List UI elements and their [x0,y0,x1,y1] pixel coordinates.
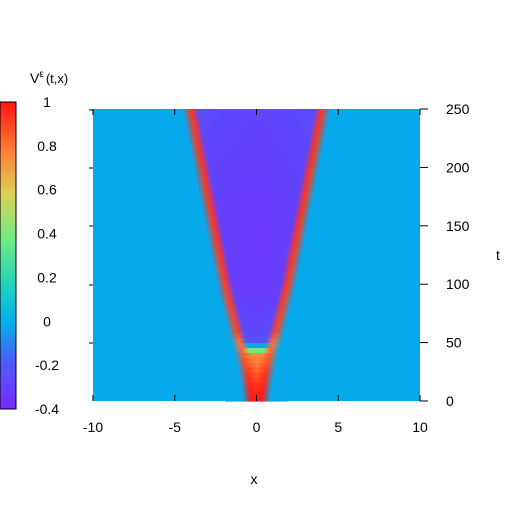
colorbar-gradient [0,101,17,410]
colorbar: 1 0.8 0.6 0.4 0.2 0 -0.2 -0.4 [0,94,59,417]
heatmap-row [170,133,343,139]
heatmap-row [196,269,317,276]
heatmap-row [213,337,300,344]
heatmap-row [175,162,338,168]
heatmap-row [214,342,299,349]
heatmap-row [195,264,318,271]
heatmap-row [167,118,346,125]
colorbar-label: Vε (t,x) [30,69,68,86]
x-tick-label: 5 [334,419,342,435]
x-tick-label: -10 [83,419,103,435]
heatmap-row [197,274,316,280]
heatmap-row [194,259,319,266]
heatmap-row [187,220,326,227]
y-tick-label: 0 [446,393,454,409]
heatmap-row [223,386,290,392]
heatmap-row [188,225,325,232]
heatmap-row [207,313,306,319]
x-tick-label: -5 [169,419,182,435]
heatmap-row [192,245,321,251]
colorbar-tick-label: 0.2 [37,269,57,285]
heatmap-row [224,391,289,397]
heatmap-row [208,318,305,324]
heatmap-row [217,352,296,358]
y-tick-label: 250 [446,101,470,117]
y-tick-label: 100 [446,276,470,292]
heatmap-row [183,201,330,207]
heatmap-row [193,250,320,256]
heatmap-row [176,167,337,173]
heatmap-row [194,255,319,261]
plot-area [93,109,420,402]
heatmap-row [185,211,328,217]
heatmap-row [222,376,291,383]
heatmap-row [202,293,311,300]
heatmap-row [219,362,294,368]
colorbar-label-superscript: ε [39,69,44,80]
heatmap-row [174,157,339,164]
heatmap-row [203,298,310,305]
colorbar-tick-label: -0.2 [35,357,59,373]
y-tick-label: 150 [446,218,470,234]
heatmap-row [184,206,329,212]
heatmap-row [169,128,344,134]
heatmap-row [186,216,327,222]
heatmap-row [189,230,324,237]
heatmap-row [174,152,339,159]
y-axis-label: t [496,247,500,263]
heatmap-row [177,172,336,178]
heatmap-row [220,366,293,373]
y-tick-label: 200 [446,159,470,175]
heatmap-row [181,191,332,198]
x-tick-label: 10 [412,419,428,435]
heatmap-row [210,328,303,334]
x-axis-label: x [251,471,258,487]
colorbar-label-args: (t,x) [46,71,68,86]
colorbar-tick-label: -0.4 [35,401,59,417]
heatmap-row [171,138,342,144]
heatmap-row [221,371,292,378]
heatmap-row [216,347,297,353]
heatmap-row [182,196,331,203]
colorbar-tick-label: 1 [43,94,51,110]
heatmap-row [180,186,333,193]
heatmap-row [199,284,314,290]
colorbar-tick-label: 0.8 [37,138,57,154]
heatmap-row [218,357,295,363]
heatmap-row [172,143,341,149]
heatmap-row [166,113,347,120]
heatmap-row [178,177,335,183]
x-tick-label: 0 [253,419,261,435]
colorbar-tick-label: 0 [43,313,51,329]
heatmap-row [179,182,334,188]
heatmap-row [211,332,302,339]
heatmap-row [223,381,290,387]
heatmap-row [198,279,315,285]
heatmap-row [173,147,340,154]
colorbar-tick-label: 0.6 [37,182,57,198]
colorbar-label-main: V [30,70,40,86]
heatmap-row [168,123,345,130]
heatmap-row [209,323,304,329]
heatmap-row [205,308,308,314]
colorbar-tick-label: 0.4 [37,226,57,242]
y-tick-label: 50 [446,335,462,351]
heatmap-row [201,289,312,295]
heatmap-row [191,240,322,246]
heatmap-row [190,235,323,241]
heatmap-row [204,303,309,310]
